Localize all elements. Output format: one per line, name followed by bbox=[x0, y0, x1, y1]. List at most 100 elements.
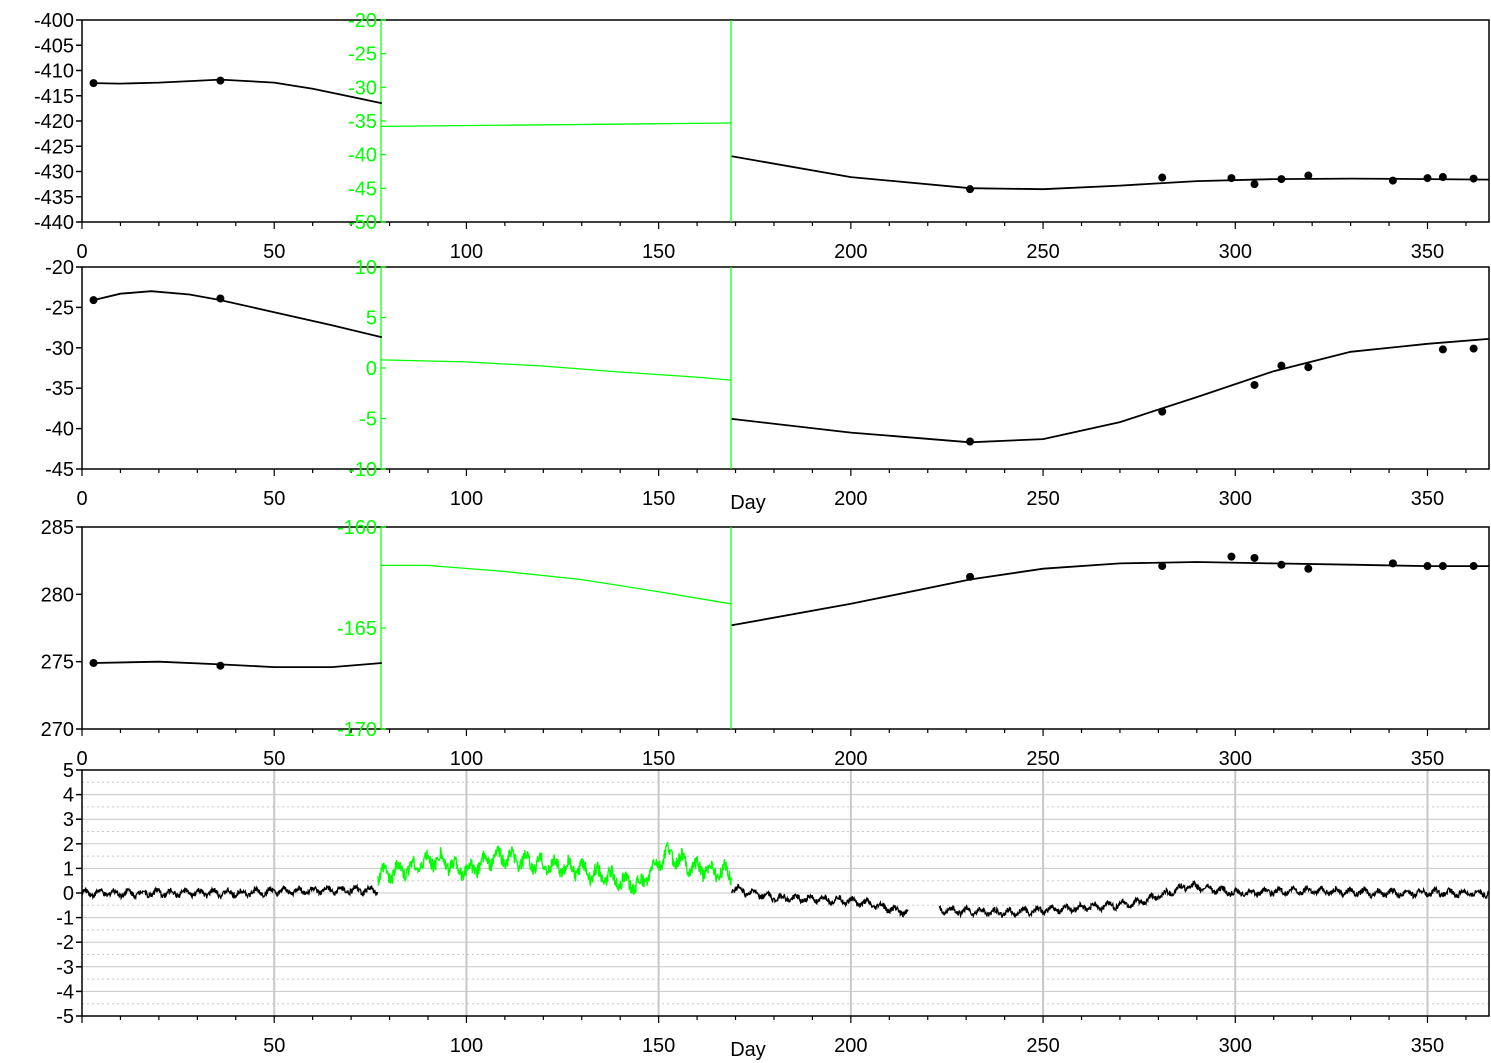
x-tick-label: 50 bbox=[263, 241, 285, 263]
data-point bbox=[1469, 562, 1478, 571]
secondary-y-tick-label: 0 bbox=[366, 358, 377, 380]
y-tick-label: -425 bbox=[34, 136, 74, 158]
secondary-y-tick-label: -10 bbox=[348, 459, 377, 481]
y-tick-label: -1 bbox=[56, 908, 74, 930]
x-tick-label: 250 bbox=[1026, 241, 1059, 263]
x-tick-label: 300 bbox=[1219, 748, 1252, 770]
x-tick-label: 100 bbox=[450, 488, 483, 510]
data-point bbox=[1158, 173, 1167, 182]
secondary-series-line bbox=[380, 122, 732, 128]
x-tick-label: 150 bbox=[642, 748, 675, 770]
data-point bbox=[1388, 176, 1397, 185]
data-point bbox=[1304, 564, 1313, 573]
y-tick-label: -405 bbox=[34, 35, 74, 57]
x-tick-label: 250 bbox=[1026, 1035, 1059, 1057]
x-tick-label: 350 bbox=[1411, 748, 1444, 770]
data-point bbox=[1227, 174, 1236, 183]
residual-series-line bbox=[938, 879, 1490, 919]
x-tick-label: 50 bbox=[263, 748, 285, 770]
y-tick-label: -415 bbox=[34, 86, 74, 108]
y-tick-label: -35 bbox=[45, 378, 74, 400]
y-tick-label: -435 bbox=[34, 187, 74, 209]
x-tick-label: 300 bbox=[1219, 241, 1252, 263]
data-point bbox=[966, 572, 975, 581]
data-point bbox=[216, 294, 225, 303]
y-tick-label: 280 bbox=[41, 584, 74, 606]
y-tick-label: -5 bbox=[56, 1006, 74, 1028]
data-point bbox=[1158, 562, 1167, 571]
y-tick-label: 1 bbox=[63, 858, 74, 880]
y-tick-label: -400 bbox=[34, 10, 74, 32]
data-point bbox=[1277, 175, 1286, 184]
fit-line-segment bbox=[731, 338, 1490, 444]
data-point bbox=[1250, 380, 1259, 389]
y-tick-label: -430 bbox=[34, 162, 74, 184]
secondary-y-tick-label: -30 bbox=[348, 77, 377, 99]
panel-4: -5 -4-3 -2-1 0 12 34 5 50 100 150 200 250 300 350 Day bbox=[56, 760, 1490, 1061]
y-tick-label: 2 bbox=[63, 834, 74, 856]
data-point bbox=[1158, 407, 1167, 416]
secondary-y-tick-label: -165 bbox=[337, 618, 377, 640]
y-tick-label: -20 bbox=[45, 257, 74, 279]
x-tick-label: 150 bbox=[642, 488, 675, 510]
y-tick-label: -410 bbox=[34, 61, 74, 83]
data-point bbox=[966, 185, 975, 194]
y-tick-label: 4 bbox=[63, 785, 74, 807]
x-tick-label: 50 bbox=[263, 488, 285, 510]
secondary-y-tick-label: -45 bbox=[348, 178, 377, 200]
x-tick-label: 150 bbox=[642, 1035, 675, 1057]
y-tick-label: -2 bbox=[56, 932, 74, 954]
x-axis-label: Day bbox=[730, 1039, 766, 1061]
x-tick-label: 350 bbox=[1411, 488, 1444, 510]
residual-series-line bbox=[377, 841, 732, 895]
data-point bbox=[1227, 552, 1236, 561]
x-tick-label: 100 bbox=[450, 241, 483, 263]
fit-line-segment bbox=[93, 78, 383, 105]
y-tick-label: -40 bbox=[45, 419, 74, 441]
gap-mask bbox=[381, 528, 731, 728]
residual-series-line bbox=[81, 883, 379, 901]
x-tick-label: 0 bbox=[76, 748, 87, 770]
secondary-y-tick-label: -5 bbox=[359, 409, 377, 431]
x-axis-label: Day bbox=[730, 492, 766, 514]
y-tick-label: 270 bbox=[41, 719, 74, 741]
data-point bbox=[1438, 173, 1447, 182]
x-tick-label: 200 bbox=[834, 748, 867, 770]
data-point bbox=[89, 296, 98, 305]
fit-line-segment bbox=[93, 290, 383, 339]
secondary-y-tick-label: -20 bbox=[348, 10, 377, 32]
data-point bbox=[1250, 180, 1259, 189]
panel-1: -440 -435 -430 -425 -420 -415 -410 -405 -400 0 50 1… bbox=[34, 10, 1490, 263]
data-point bbox=[1304, 171, 1313, 180]
x-tick-label: 0 bbox=[76, 241, 87, 263]
secondary-y-tick-label: -25 bbox=[348, 44, 377, 66]
gap-mask bbox=[381, 268, 731, 468]
y-tick-label: -420 bbox=[34, 111, 74, 133]
y-tick-label: 275 bbox=[41, 652, 74, 674]
secondary-y-tick-label: -160 bbox=[337, 517, 377, 539]
data-point bbox=[1438, 562, 1447, 571]
secondary-y-tick-label: -50 bbox=[348, 212, 377, 234]
y-tick-label: 285 bbox=[41, 517, 74, 539]
y-tick-label: -4 bbox=[56, 981, 74, 1003]
x-tick-label: 350 bbox=[1411, 241, 1444, 263]
data-point bbox=[216, 661, 225, 670]
secondary-y-tick-label: -170 bbox=[337, 719, 377, 741]
y-tick-label: -3 bbox=[56, 957, 74, 979]
data-point bbox=[1250, 553, 1259, 562]
x-tick-label: 250 bbox=[1026, 488, 1059, 510]
x-tick-label: 200 bbox=[834, 488, 867, 510]
data-point bbox=[89, 79, 98, 88]
secondary-y-tick-label: -40 bbox=[348, 145, 377, 167]
x-tick-label: 300 bbox=[1219, 1035, 1252, 1057]
fit-line-segment bbox=[731, 561, 1489, 627]
data-point bbox=[966, 437, 975, 446]
data-point bbox=[1277, 560, 1286, 569]
panel-3: 270 275 280 285 0 50 100 150 200 250 300 350 -170 -16… bbox=[41, 517, 1490, 770]
y-tick-label: 0 bbox=[63, 883, 74, 905]
fit-line-segment bbox=[93, 660, 382, 668]
plot-frame bbox=[81, 19, 1490, 223]
plot-frame bbox=[81, 266, 1490, 470]
data-point bbox=[1423, 562, 1432, 571]
x-tick-label: 100 bbox=[450, 1035, 483, 1057]
